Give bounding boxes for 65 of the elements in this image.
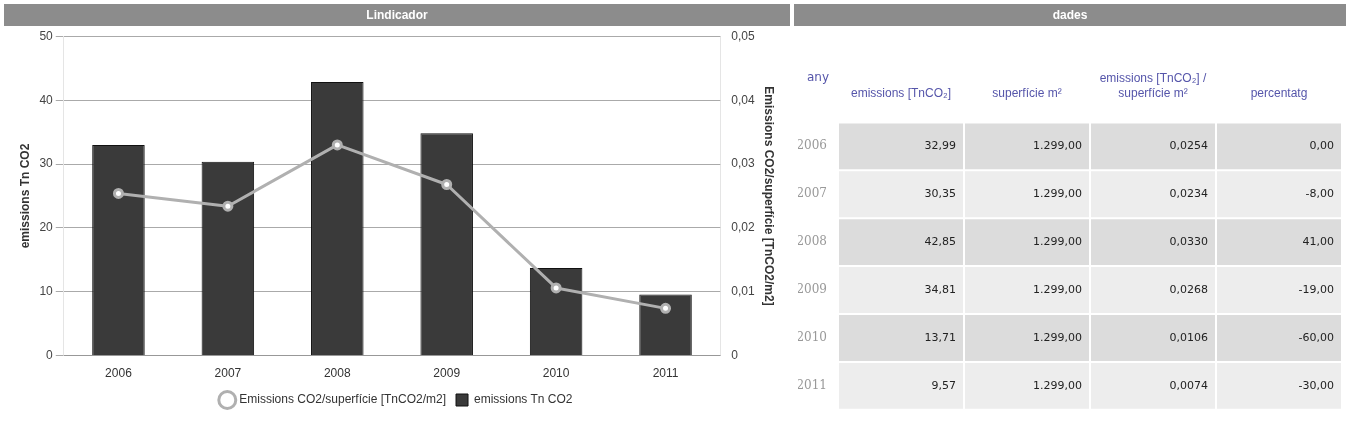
y2-tick-label: 0,03 (731, 156, 755, 171)
data-label: 0,0330 (1169, 235, 1208, 249)
y-tick-label: 2008 (796, 234, 827, 249)
data-label: 0,0106 (1169, 330, 1208, 344)
data-label: 41,00 (1302, 235, 1334, 249)
y2-axis-title: Emissions CO2/superfície [TnCO2/m2] (762, 86, 777, 306)
y-tick-label: 0 (46, 347, 54, 362)
point (331, 139, 343, 151)
y2-tick-label: 0,05 (731, 28, 755, 43)
y-tick-label: 2011 (796, 377, 827, 392)
data-label: 1.299,00 (1033, 378, 1082, 392)
data-label: 1.299,00 (1033, 139, 1082, 153)
y-axis-title: emissions Tn CO2 (17, 143, 32, 249)
x-tick-label: 2008 (323, 366, 351, 381)
x-tick-label: 2011 (652, 366, 679, 381)
data-label: 0,00 (1309, 139, 1334, 153)
y-tick-label: 2006 (796, 138, 827, 153)
data-label: 0,0254 (1169, 139, 1208, 153)
data-label: -30,00 (1298, 378, 1334, 392)
point (112, 187, 124, 199)
x-tick-label: 2006 (105, 366, 133, 381)
legend-label: emissions Tn CO2 (474, 392, 573, 407)
x-tick-label: 2010 (542, 366, 570, 381)
point (441, 179, 453, 191)
point (660, 302, 672, 314)
chart-title: Lindicador (366, 7, 428, 22)
x-tick-label: superfície m² (992, 85, 1062, 100)
y-tick-label: 2007 (796, 186, 827, 201)
y-axis-title: any (806, 70, 830, 85)
y2-tick-label: 0,02 (731, 220, 755, 235)
point (550, 282, 562, 294)
x-tick-label: percentatg (1250, 85, 1308, 100)
data-label: 32,99 (924, 139, 956, 153)
data-label: -19,00 (1298, 282, 1334, 296)
data-label: 1.299,00 (1033, 282, 1082, 296)
y2-tick-label: 0,01 (731, 284, 755, 299)
data-label: 1.299,00 (1033, 187, 1082, 201)
y-tick-label: 20 (39, 220, 54, 235)
data-label: -8,00 (1305, 187, 1334, 201)
x-tick-label: emissions [TnCO₂] (850, 85, 952, 100)
y-tick-label: 50 (39, 28, 54, 43)
data-label: 0,0074 (1169, 378, 1208, 392)
data-label: 0,0234 (1169, 187, 1208, 201)
data-label: 9,57 (931, 378, 956, 392)
x-tick-label: 2009 (433, 366, 461, 381)
y-tick-label: 30 (39, 156, 54, 171)
point (222, 200, 234, 212)
data-label: 13,71 (924, 330, 956, 344)
x-tick-label: 2007 (214, 366, 242, 381)
data-label: 1.299,00 (1033, 330, 1082, 344)
data-label: 30,35 (924, 187, 956, 201)
legend-label: Emissions CO2/superfície [TnCO2/m2] (239, 392, 447, 407)
y2-tick-label: 0 (731, 347, 739, 362)
y-tick-label: 2009 (796, 282, 827, 297)
data-label: -60,00 (1298, 330, 1334, 344)
y-tick-label: 40 (39, 92, 54, 107)
data-label: 42,85 (924, 235, 956, 249)
data-label: 34,81 (924, 282, 956, 296)
chart-title: dades (1052, 7, 1088, 22)
x-tick-label: emissions [TnCO₂] / superfície m² (1099, 71, 1207, 100)
data-label: 0,0268 (1169, 282, 1208, 296)
y-tick-label: 2010 (796, 330, 827, 345)
data-label: 1.299,00 (1033, 235, 1082, 249)
y-tick-label: 10 (39, 284, 54, 299)
y2-tick-label: 0,04 (731, 92, 755, 107)
